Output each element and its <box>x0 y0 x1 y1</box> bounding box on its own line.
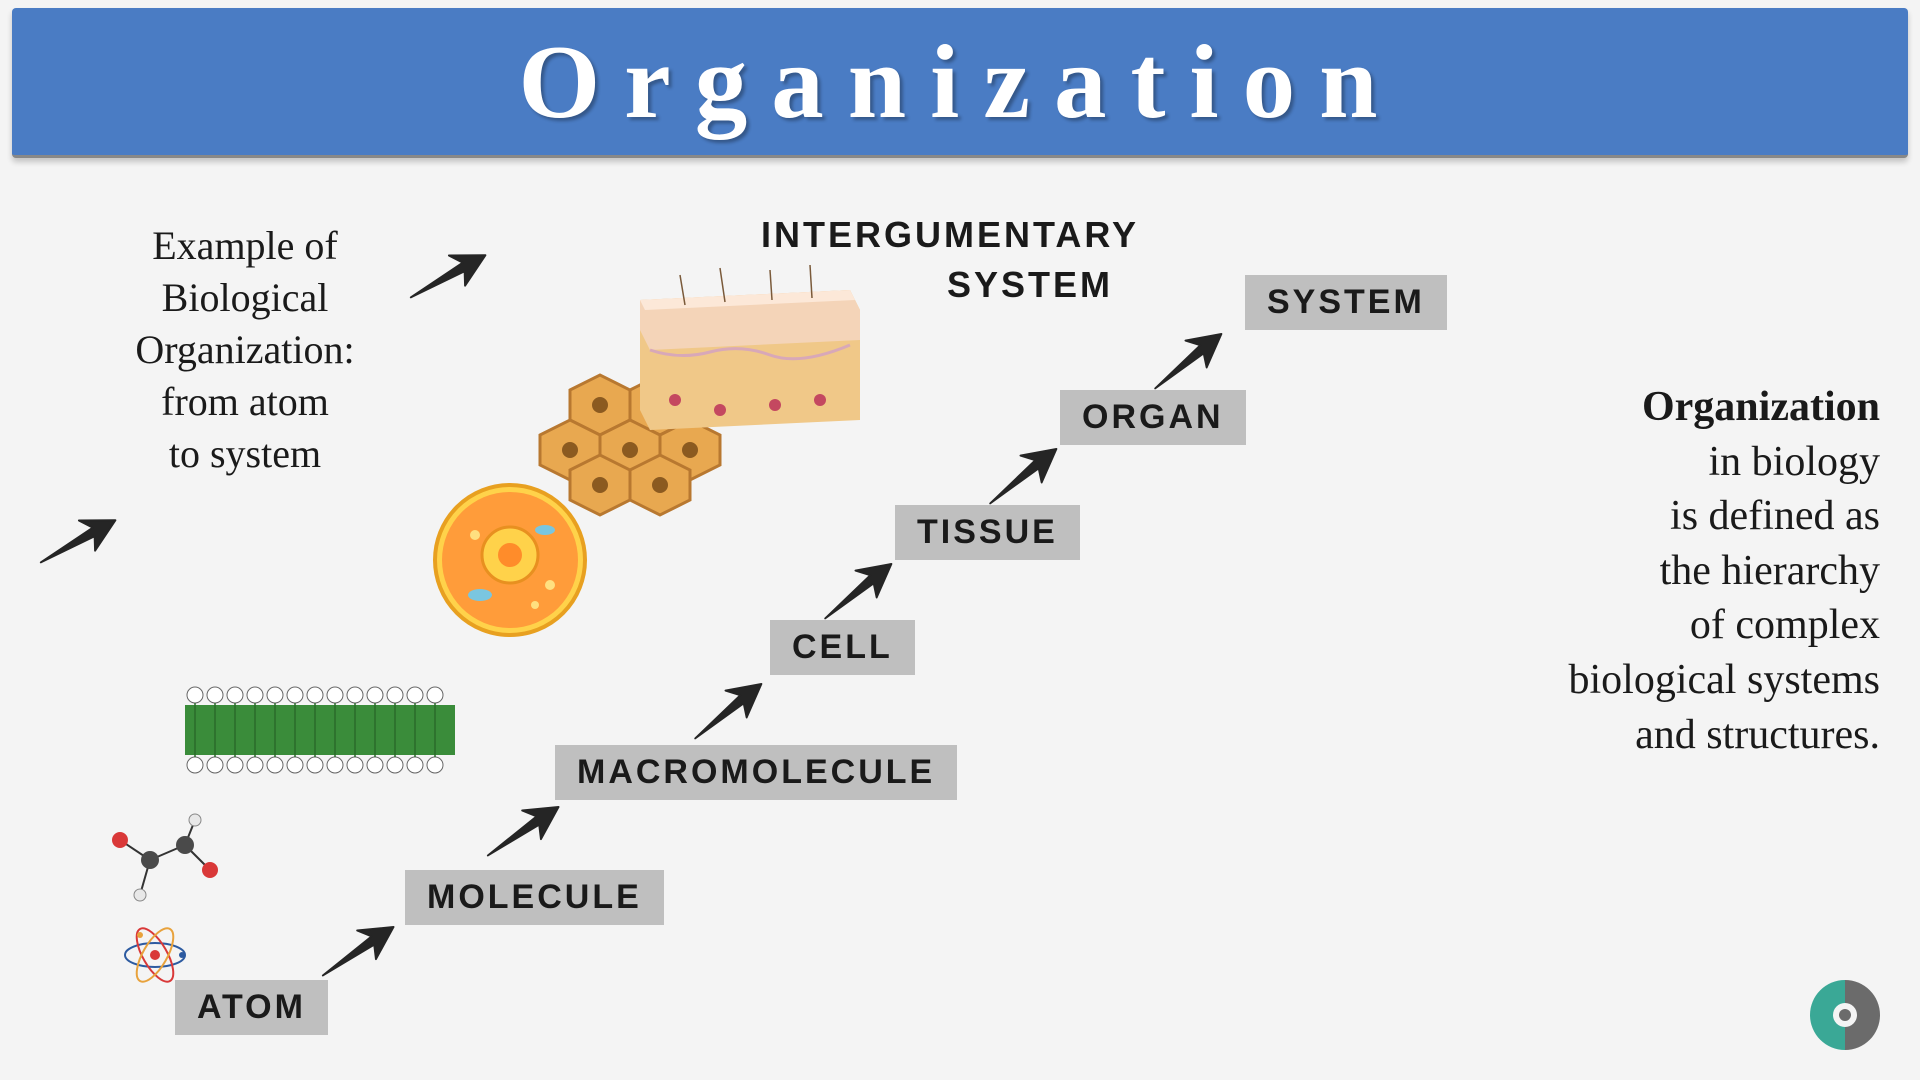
skin-illustration <box>620 260 870 440</box>
atom-illustration <box>120 920 190 990</box>
membrane-illustration <box>175 670 465 790</box>
definition-text: Organization in biology is defined as th… <box>1320 380 1880 762</box>
logo-icon <box>1800 970 1890 1060</box>
intro-text: Example of Biological Organization: from… <box>70 220 420 480</box>
step-organ: ORGAN <box>1060 390 1246 445</box>
step-macromolecule: MACROMOLECULE <box>555 745 957 800</box>
step-atom: ATOM <box>175 980 328 1035</box>
molecule-illustration <box>90 810 240 920</box>
header-banner: Organization <box>12 8 1908 158</box>
step-molecule: MOLECULE <box>405 870 664 925</box>
step-tissue: TISSUE <box>895 505 1080 560</box>
step-system: SYSTEM <box>1245 275 1447 330</box>
page-title: Organization <box>519 21 1402 142</box>
arrow-icon <box>22 493 133 588</box>
